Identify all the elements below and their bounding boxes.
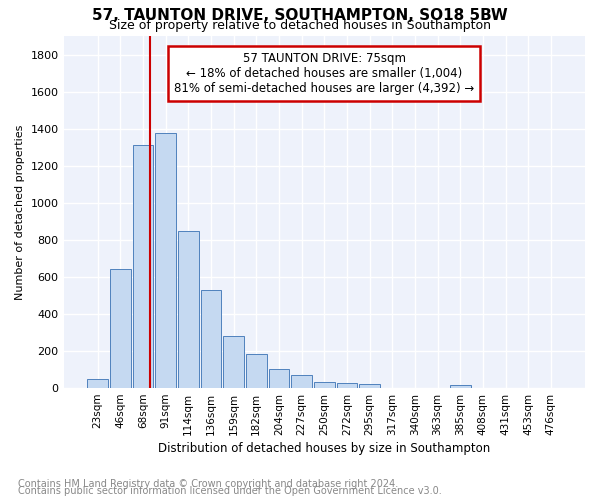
Bar [450,386,470,388]
Bar [155,134,176,388]
Bar [269,368,289,388]
Bar [291,375,312,388]
Bar [178,230,199,388]
Text: 57, TAUNTON DRIVE, SOUTHAMPTON, SO18 5BW: 57, TAUNTON DRIVE, SOUTHAMPTON, SO18 5BW [92,8,508,22]
Bar [133,146,154,388]
Bar [223,336,244,388]
Text: 57 TAUNTON DRIVE: 75sqm
← 18% of detached houses are smaller (1,004)
81% of semi: 57 TAUNTON DRIVE: 75sqm ← 18% of detache… [174,52,475,95]
Bar [200,290,221,388]
Text: Contains public sector information licensed under the Open Government Licence v3: Contains public sector information licen… [18,486,442,496]
Bar [87,379,108,388]
Bar [359,384,380,388]
Bar [246,354,267,388]
Text: Contains HM Land Registry data © Crown copyright and database right 2024.: Contains HM Land Registry data © Crown c… [18,479,398,489]
Text: Size of property relative to detached houses in Southampton: Size of property relative to detached ho… [109,18,491,32]
Bar [110,268,131,388]
Bar [337,384,358,388]
X-axis label: Distribution of detached houses by size in Southampton: Distribution of detached houses by size … [158,442,490,455]
Y-axis label: Number of detached properties: Number of detached properties [15,124,25,300]
Bar [314,382,335,388]
